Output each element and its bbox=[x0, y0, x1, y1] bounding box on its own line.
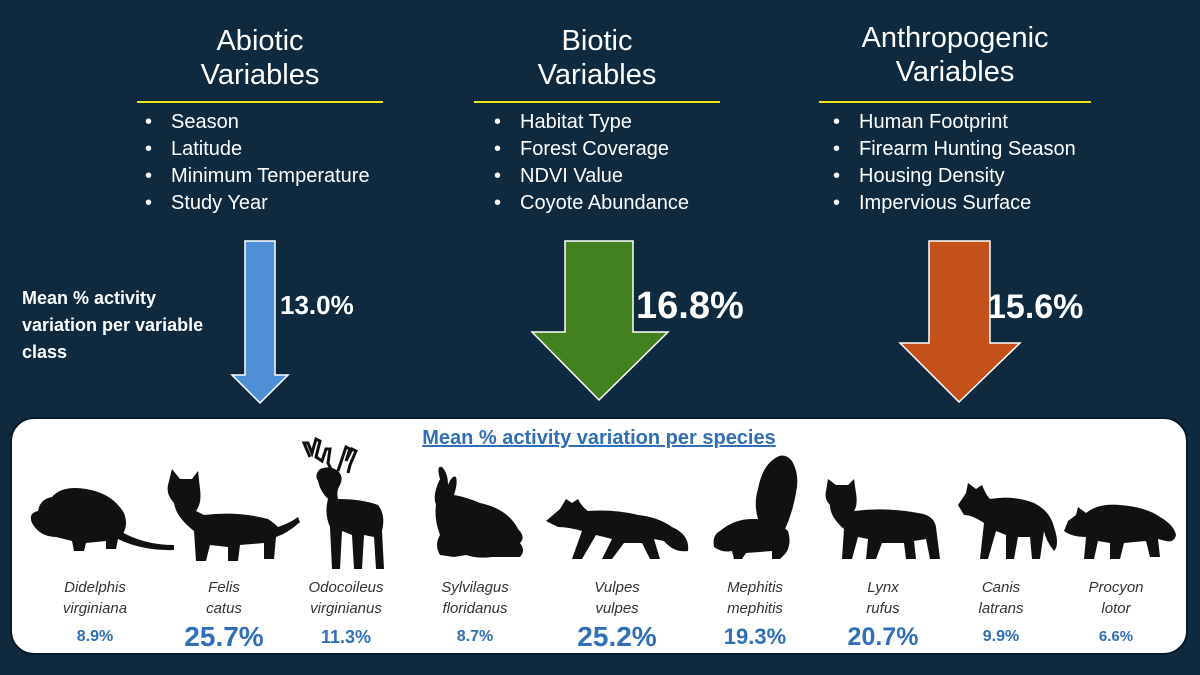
species-panel-title: Mean % activity variation per species bbox=[422, 427, 776, 449]
species-value: 19.3% bbox=[723, 624, 787, 649]
anthropogenic-variable-list: Human Footprint Firearm Hunting Season H… bbox=[831, 109, 1076, 217]
species-epithet: floridanus bbox=[442, 600, 508, 617]
species-epithet: rufus bbox=[866, 600, 900, 617]
bobcat-icon bbox=[825, 479, 940, 559]
abiotic-arrow-icon bbox=[230, 240, 290, 405]
species-name: Procyon lotor bbox=[1054, 577, 1178, 619]
biotic-arrow-icon bbox=[530, 240, 670, 402]
list-item: Season bbox=[143, 109, 370, 136]
abiotic-title-line1: Abiotic bbox=[216, 25, 304, 57]
species-name: Canis latrans bbox=[948, 577, 1054, 619]
species-name: Odocoileus virginianus bbox=[290, 577, 402, 619]
raccoon-icon bbox=[1064, 504, 1176, 559]
list-item: Impervious Surface bbox=[831, 190, 1076, 217]
species-value: 11.3% bbox=[320, 627, 372, 647]
biotic-title: Biotic Variables bbox=[497, 24, 697, 92]
species-epithet: lotor bbox=[1101, 600, 1131, 617]
species-genus: Odocoileus bbox=[308, 579, 384, 596]
species-name: Sylvilagus floridanus bbox=[408, 577, 542, 619]
species-epithet: latrans bbox=[978, 600, 1024, 617]
species-genus: Mephitis bbox=[727, 579, 783, 596]
deer-icon bbox=[301, 436, 384, 569]
biotic-divider bbox=[474, 101, 720, 103]
list-item: Study Year bbox=[143, 190, 370, 217]
species-name: Vulpes vulpes bbox=[542, 577, 692, 619]
species-card-fox: Vulpes vulpes 25.2% bbox=[542, 419, 692, 653]
species-genus: Felis bbox=[208, 579, 240, 596]
list-item: Forest Coverage bbox=[492, 136, 689, 163]
species-genus: Sylvilagus bbox=[441, 579, 509, 596]
species-genus: Canis bbox=[981, 579, 1021, 596]
species-value: 8.9% bbox=[76, 628, 114, 645]
anthropogenic-title-line2: Variables bbox=[895, 56, 1015, 88]
species-value: 25.2% bbox=[577, 621, 657, 652]
species-value: 25.7% bbox=[184, 621, 264, 652]
species-genus: Didelphis bbox=[64, 579, 126, 596]
abiotic-title: Abiotic Variables bbox=[160, 24, 360, 92]
species-card-opossum: Didelphis virginiana 8.9% bbox=[20, 419, 174, 653]
species-genus: Lynx bbox=[867, 579, 899, 596]
anthropogenic-value: 15.6% bbox=[987, 288, 1084, 326]
list-item: Latitude bbox=[143, 136, 370, 163]
species-card-cat: Felis catus 25.7% bbox=[158, 419, 300, 653]
list-item: NDVI Value bbox=[492, 163, 689, 190]
rabbit-icon bbox=[434, 466, 523, 558]
biotic-title-line2: Variables bbox=[537, 59, 657, 91]
species-card-coyote: Canis latrans 9.9% bbox=[948, 419, 1057, 653]
species-card-raccoon: Procyon lotor 6.6% bbox=[1054, 419, 1178, 653]
species-panel: Mean % activity variation per species Di… bbox=[10, 417, 1188, 655]
species-epithet: mephitis bbox=[727, 600, 783, 617]
species-epithet: vulpes bbox=[595, 600, 639, 617]
anthropogenic-title: Anthropogenic Variables bbox=[835, 21, 1075, 89]
species-name: Felis catus bbox=[158, 577, 290, 619]
biotic-title-line1: Biotic bbox=[561, 25, 633, 57]
species-value: 20.7% bbox=[847, 623, 919, 651]
species-value: 6.6% bbox=[1098, 628, 1134, 645]
species-card-rabbit: Sylvilagus floridanus 8.7% bbox=[408, 419, 542, 653]
species-card-skunk: Mephitis mephitis 19.3% bbox=[692, 419, 818, 653]
species-genus: Procyon bbox=[1088, 579, 1144, 596]
species-card-bobcat: Lynx rufus 20.7% bbox=[818, 419, 948, 653]
species-epithet: virginiana bbox=[62, 600, 128, 617]
list-item: Human Footprint bbox=[831, 109, 1076, 136]
species-name: Lynx rufus bbox=[818, 577, 948, 619]
species-name: Didelphis virginiana bbox=[20, 577, 170, 619]
anthropogenic-title-line1: Anthropogenic bbox=[861, 22, 1049, 54]
skunk-icon bbox=[713, 455, 798, 559]
list-item: Coyote Abundance bbox=[492, 190, 689, 217]
opossum-icon bbox=[30, 488, 174, 551]
abiotic-title-line2: Variables bbox=[200, 59, 320, 91]
anthropogenic-arrow-icon bbox=[898, 240, 1022, 404]
variable-class-caption: Mean % activity variation per variable c… bbox=[22, 288, 204, 362]
fox-icon bbox=[546, 499, 689, 559]
abiotic-variable-list: Season Latitude Minimum Temperature Stud… bbox=[143, 109, 370, 217]
biotic-value: 16.8% bbox=[636, 285, 744, 327]
list-item: Habitat Type bbox=[492, 109, 689, 136]
species-value: 9.9% bbox=[982, 628, 1020, 645]
biotic-variable-list: Habitat Type Forest Coverage NDVI Value … bbox=[492, 109, 689, 217]
abiotic-divider bbox=[137, 101, 383, 103]
list-item: Minimum Temperature bbox=[143, 163, 370, 190]
list-item: Firearm Hunting Season bbox=[831, 136, 1076, 163]
species-card-deer: Odocoileus virginianus 11.3% bbox=[290, 419, 402, 653]
cat-icon bbox=[167, 469, 300, 561]
anthropogenic-divider bbox=[819, 101, 1091, 103]
species-value: 8.7% bbox=[456, 628, 494, 645]
species-epithet: catus bbox=[206, 600, 242, 617]
list-item: Housing Density bbox=[831, 163, 1076, 190]
species-name: Mephitis mephitis bbox=[692, 577, 818, 619]
abiotic-value: 13.0% bbox=[280, 290, 354, 320]
species-genus: Vulpes bbox=[594, 579, 640, 596]
species-epithet: virginianus bbox=[310, 600, 382, 617]
coyote-icon bbox=[958, 483, 1057, 559]
